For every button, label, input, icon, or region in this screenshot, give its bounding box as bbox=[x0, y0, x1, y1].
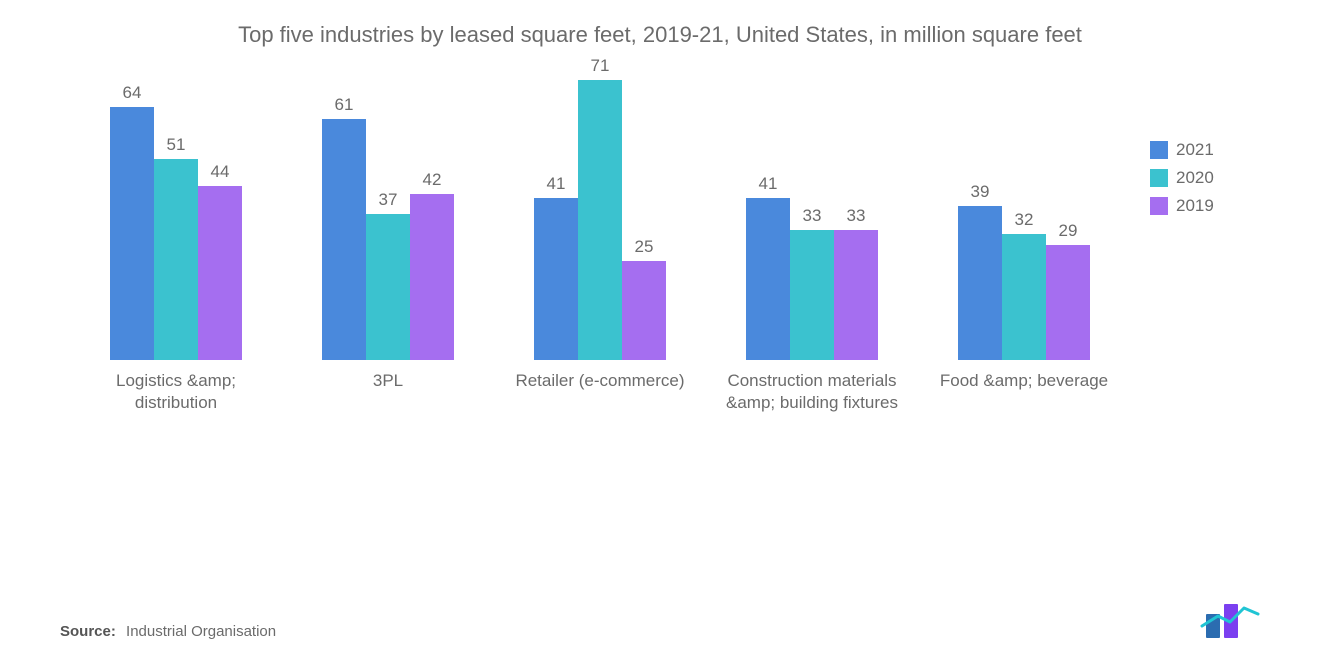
bar-value-label: 61 bbox=[335, 95, 354, 115]
source-prefix: Source: bbox=[60, 623, 116, 640]
bar bbox=[366, 214, 410, 360]
bar-group-bars: 61 37 42 bbox=[322, 80, 454, 360]
bar-column: 71 bbox=[578, 56, 622, 360]
legend-item: 2021 bbox=[1150, 140, 1260, 160]
bar bbox=[322, 119, 366, 360]
bar-group: 417125 Retailer (e-commerce) bbox=[494, 80, 706, 450]
bar-value-label: 25 bbox=[635, 237, 654, 257]
bar-column: 61 bbox=[322, 95, 366, 360]
bar bbox=[1002, 234, 1046, 360]
brand-logo bbox=[1200, 604, 1260, 643]
category-label: Retailer (e-commerce) bbox=[515, 370, 684, 450]
bar-column: 51 bbox=[154, 135, 198, 360]
bar bbox=[198, 186, 242, 360]
bar-value-label: 33 bbox=[803, 206, 822, 226]
chart-container: Top five industries by leased square fee… bbox=[0, 0, 1320, 665]
bar-value-label: 71 bbox=[591, 56, 610, 76]
legend-swatch bbox=[1150, 169, 1168, 187]
chart-title: Top five industries by leased square fee… bbox=[210, 20, 1110, 50]
bar-column: 64 bbox=[110, 83, 154, 359]
bar-group: 61 37 42 3PL bbox=[282, 80, 494, 450]
legend-label: 2019 bbox=[1176, 196, 1214, 216]
legend-label: 2020 bbox=[1176, 168, 1214, 188]
bar-value-label: 32 bbox=[1015, 210, 1034, 230]
bar-column: 44 bbox=[198, 162, 242, 360]
bar bbox=[534, 198, 578, 360]
bar-column: 37 bbox=[366, 190, 410, 360]
bar bbox=[834, 230, 878, 360]
legend-item: 2019 bbox=[1150, 196, 1260, 216]
category-label: Logistics &amp; distribution bbox=[81, 370, 271, 450]
bar-group: 41 33 33 Construction materials &amp; build… bbox=[706, 80, 918, 450]
bar-column: 32 bbox=[1002, 210, 1046, 360]
bar-group: 64 51 44 Logistics &amp; distribution bbox=[70, 80, 282, 450]
bar bbox=[578, 80, 622, 360]
source-text: Industrial Organisation bbox=[126, 623, 276, 640]
bar-column: 25 bbox=[622, 237, 666, 360]
bar-column: 42 bbox=[410, 170, 454, 360]
category-label: Food &amp; beverage bbox=[940, 370, 1108, 450]
legend: 2021 2020 2019 bbox=[1150, 140, 1260, 224]
bar bbox=[958, 206, 1002, 360]
source-line: Source: Industrial Organisation bbox=[60, 623, 276, 640]
chart-wrap: 645144Logistics &amp; distribution613742… bbox=[60, 90, 1260, 450]
bar bbox=[154, 159, 198, 360]
bar-group-bars: 41 33 33 bbox=[746, 80, 878, 360]
bar-column: 33 bbox=[834, 206, 878, 360]
bar-value-label: 33 bbox=[847, 206, 866, 226]
bar-column: 29 bbox=[1046, 221, 1090, 359]
bar-column: 33 bbox=[790, 206, 834, 360]
bar bbox=[746, 198, 790, 360]
legend-swatch bbox=[1150, 141, 1168, 159]
bar-value-label: 39 bbox=[971, 182, 990, 202]
category-label: Construction materials &amp; building fi… bbox=[717, 370, 907, 450]
bar-group-bars: 417125 bbox=[534, 80, 666, 360]
legend-swatch bbox=[1150, 197, 1168, 215]
bar bbox=[1046, 245, 1090, 359]
bar bbox=[790, 230, 834, 360]
bar-value-label: 29 bbox=[1059, 221, 1078, 241]
bar-column: 39 bbox=[958, 182, 1002, 360]
bar-value-label: 41 bbox=[547, 174, 566, 194]
bar bbox=[622, 261, 666, 360]
bar-group-bars: 64 51 44 bbox=[110, 80, 242, 360]
bar-value-label: 41 bbox=[759, 174, 778, 194]
bar-column: 41 bbox=[534, 174, 578, 360]
bar-value-label: 44 bbox=[211, 162, 230, 182]
chart-area: 645144Logistics &amp; distribution613742… bbox=[60, 90, 1140, 450]
bar-value-label: 37 bbox=[379, 190, 398, 210]
legend-label: 2021 bbox=[1176, 140, 1214, 160]
legend-item: 2020 bbox=[1150, 168, 1260, 188]
category-label: 3PL bbox=[373, 370, 403, 450]
bar-group: 39 32 29 Food &amp; beverage bbox=[918, 80, 1130, 450]
bar-group-bars: 39 32 29 bbox=[958, 80, 1090, 360]
bar bbox=[110, 107, 154, 359]
bar-value-label: 42 bbox=[423, 170, 442, 190]
bar-value-label: 51 bbox=[167, 135, 186, 155]
bar-column: 41 bbox=[746, 174, 790, 360]
bar-value-label: 64 bbox=[123, 83, 142, 103]
bar bbox=[410, 194, 454, 360]
